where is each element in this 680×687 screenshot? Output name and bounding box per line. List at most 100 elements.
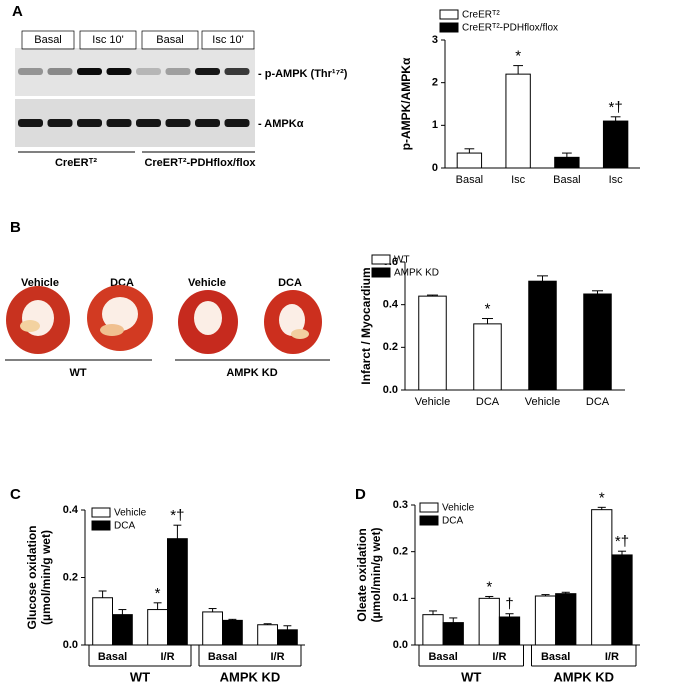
lane-label: Basal — [156, 34, 184, 46]
error-bar — [610, 116, 621, 122]
bar — [473, 323, 502, 391]
blot-band — [47, 119, 73, 127]
treatment-label: Vehicle — [21, 277, 59, 289]
y-axis-label: p-AMPK/AMPKα — [399, 57, 413, 150]
lane-box — [141, 30, 199, 50]
y-tick-label: 0.2 — [393, 546, 408, 558]
group-label: WT — [461, 669, 481, 684]
annotation: * — [155, 585, 161, 602]
annotation: * — [599, 489, 605, 506]
group-label: AMPK KD — [226, 367, 277, 379]
band-label: - p-AMPK (Thr¹⁷²) — [258, 68, 348, 80]
legend-swatch — [439, 22, 459, 33]
error-bar — [562, 152, 572, 158]
legend-swatch — [439, 9, 459, 20]
heart-image — [178, 290, 238, 354]
legend-swatch — [91, 520, 111, 531]
x-tick-label: I/R — [270, 651, 284, 663]
y-axis-label: Infarct / Myocardium — [359, 267, 373, 384]
y-tick-label: 2 — [432, 77, 438, 89]
annotation: *† — [609, 99, 623, 116]
y-tick-label: 0 — [432, 162, 438, 174]
bar — [202, 611, 223, 646]
error-bar — [118, 609, 127, 615]
y-tick-label: 0.3 — [393, 499, 408, 511]
error-bar — [428, 610, 438, 615]
annotation: * — [485, 301, 491, 318]
blot-band — [77, 68, 102, 75]
error-bar — [263, 623, 272, 625]
bar — [478, 597, 500, 646]
x-tick-label: I/R — [160, 651, 174, 663]
bar — [418, 295, 447, 391]
group-label: WT — [69, 367, 86, 379]
legend-swatch — [91, 507, 111, 518]
error-bar — [537, 275, 548, 282]
lane-label: Basal — [34, 34, 62, 46]
x-tick-label: Basal — [456, 174, 484, 186]
error-bar — [228, 618, 237, 621]
error-bar — [283, 625, 292, 630]
x-tick-label: I/R — [605, 651, 619, 663]
error-bar — [427, 294, 438, 297]
error-bar — [482, 318, 493, 324]
annotation: *† — [615, 533, 629, 550]
annotation: † — [505, 596, 513, 613]
y-tick-label: 0.2 — [63, 571, 78, 583]
x-tick-label: Basal — [98, 651, 127, 663]
x-tick-label: I/R — [492, 651, 506, 663]
bar — [505, 73, 531, 169]
annotation: * — [515, 48, 521, 65]
legend-label: DCA — [114, 521, 135, 532]
legend-swatch — [371, 254, 391, 265]
blot-band — [195, 119, 220, 127]
blot-band — [195, 68, 220, 75]
error-bar — [592, 290, 603, 294]
legend-label: DCA — [442, 516, 463, 527]
x-tick-label: Basal — [428, 651, 457, 663]
heart-image — [264, 290, 322, 354]
blot-band — [136, 68, 161, 75]
blot-band — [18, 68, 43, 75]
y-axis-label: (µmol/min/g wet) — [39, 530, 53, 625]
legend-swatch — [419, 502, 439, 513]
lane-box — [21, 30, 75, 50]
y-tick-label: 0.2 — [383, 341, 398, 353]
error-bar — [597, 506, 606, 510]
y-axis-label: Oleate oxidation — [355, 528, 369, 621]
treatment-label: Vehicle — [188, 277, 226, 289]
bar — [92, 597, 113, 646]
bar — [277, 629, 298, 646]
legend-label: CreERᵀ² — [462, 10, 500, 21]
y-tick-label: 0.0 — [393, 639, 408, 651]
group-label: AMPK KD — [220, 669, 281, 684]
group-label: WT — [130, 669, 150, 684]
annotation: *† — [170, 507, 184, 524]
lane-label: Isc 10' — [92, 34, 123, 46]
x-tick-label: Vehicle — [525, 396, 560, 408]
bar — [555, 593, 577, 646]
legend-label: AMPK KD — [394, 268, 439, 279]
x-tick-label: Basal — [208, 651, 237, 663]
bar — [611, 554, 633, 646]
bar — [583, 293, 612, 391]
legend-label: Vehicle — [442, 503, 475, 514]
error-bar — [449, 617, 458, 623]
group-label: AMPK KD — [553, 669, 614, 684]
x-tick-label: Isc — [511, 174, 526, 186]
x-tick-label: Basal — [553, 174, 581, 186]
bar — [257, 624, 279, 646]
x-tick-label: Isc — [609, 174, 624, 186]
y-tick-label: 3 — [432, 34, 438, 46]
legend-label: WT — [394, 255, 410, 266]
error-bar — [617, 550, 627, 555]
group-label: CreERᵀ² — [55, 157, 97, 169]
blot-band — [106, 119, 132, 127]
error-bar — [153, 602, 162, 610]
error-bar — [513, 65, 523, 75]
error-bar — [561, 591, 570, 594]
error-bar — [505, 613, 514, 617]
x-tick-label: DCA — [476, 396, 500, 408]
bar — [534, 595, 557, 646]
